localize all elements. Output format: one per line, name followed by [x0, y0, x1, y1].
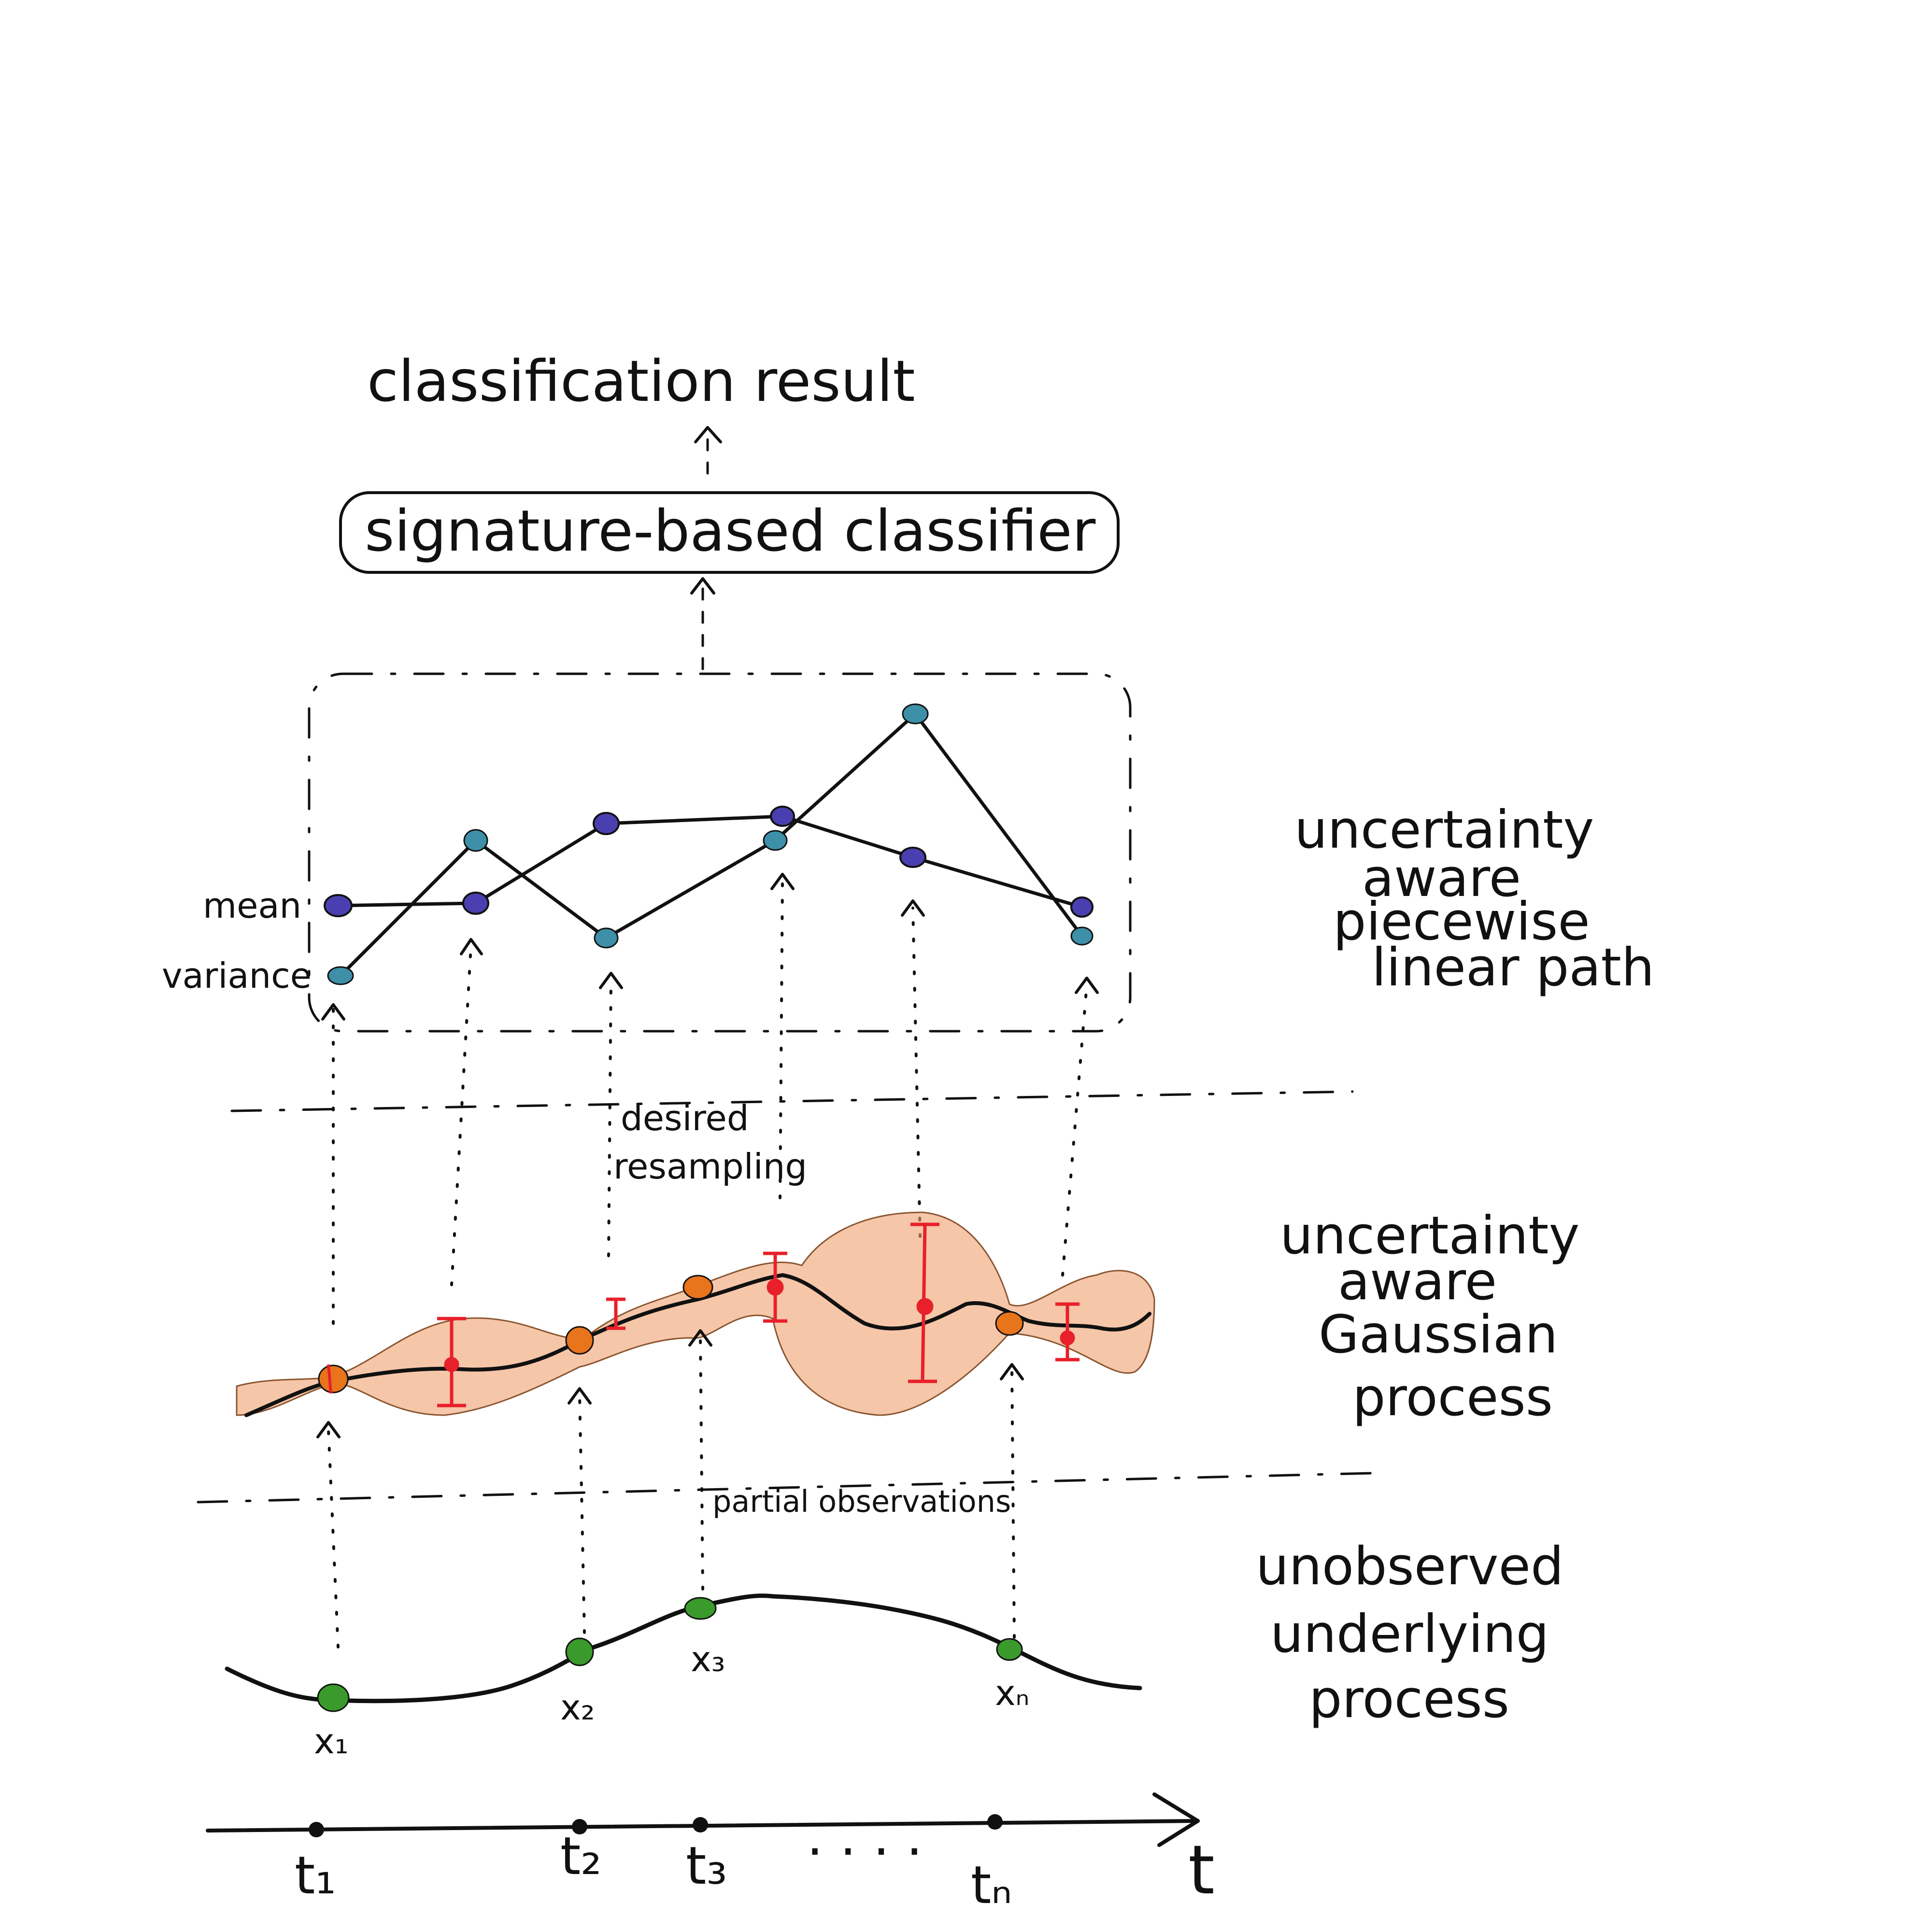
- path-box: [308, 672, 1132, 1033]
- mean-point: [899, 847, 926, 868]
- t2-label: t₂: [560, 1826, 602, 1887]
- observation-arrow-line: [699, 1336, 704, 1591]
- time-ticks: [309, 1814, 1003, 1837]
- gp-observation-point: [318, 1364, 349, 1393]
- mean-points: [324, 806, 1094, 918]
- variance-path-line: [339, 712, 1084, 978]
- error-bar-center: [444, 1357, 459, 1372]
- arrowhead-classifier: [690, 577, 715, 595]
- underlying-point: [317, 1683, 350, 1712]
- variance-point: [763, 830, 788, 851]
- variance-point: [902, 703, 929, 724]
- observation-arrowhead: [688, 1329, 712, 1347]
- resample-arrow-line: [1061, 984, 1088, 1277]
- x3-label: x₃: [691, 1639, 725, 1679]
- resample-arrow-line: [779, 880, 784, 1199]
- gp-error-bars: [437, 1222, 1080, 1407]
- separator-top: [230, 1090, 1354, 1112]
- gp-mean-curve: [244, 1273, 1151, 1417]
- gp-observation-point: [682, 1275, 713, 1300]
- gp-observation-point: [995, 1311, 1024, 1336]
- resampling-label: resampling: [613, 1146, 807, 1187]
- variance-point: [594, 927, 619, 949]
- desired-label: desired: [621, 1098, 749, 1138]
- variance-points: [327, 703, 1094, 985]
- underlying-title-line3: process: [1309, 1669, 1509, 1730]
- resample-arrowhead: [321, 1003, 345, 1021]
- time-tick: [309, 1822, 324, 1837]
- resampling-arrows: [321, 873, 1099, 1325]
- separator-bottom: [197, 1472, 1373, 1504]
- variance-label: variance: [162, 955, 312, 996]
- classifier-label: signature-based classifier: [365, 497, 1096, 564]
- variance-point: [463, 829, 488, 852]
- observation-arrowhead: [568, 1387, 592, 1405]
- t1-label: t₁: [295, 1846, 336, 1906]
- mean-point: [593, 812, 620, 835]
- variance-point: [1070, 926, 1094, 946]
- observation-arrow-line: [1010, 1370, 1016, 1639]
- underlying-point: [565, 1637, 594, 1666]
- underlying-point: [684, 1597, 717, 1620]
- variance-point: [327, 966, 354, 985]
- mean-point: [770, 806, 795, 827]
- underlying-title-line2: underlying: [1270, 1604, 1549, 1664]
- time-tick: [572, 1819, 587, 1834]
- tn-label: tₙ: [971, 1855, 1012, 1916]
- mean-point: [324, 894, 353, 917]
- observation-arrowhead: [1000, 1363, 1024, 1380]
- resample-arrowhead: [460, 938, 483, 955]
- partial-observations-label: partial observations: [712, 1484, 1011, 1519]
- classifier-box: [339, 491, 1120, 574]
- x2-label: x₂: [560, 1687, 595, 1728]
- error-bar-center: [1060, 1330, 1075, 1346]
- gp-title-line4: process: [1352, 1367, 1553, 1428]
- path-title-line3: piecewise: [1333, 892, 1590, 952]
- time-tick: [987, 1814, 1003, 1830]
- xn-label: xₙ: [995, 1673, 1029, 1713]
- resample-arrowhead: [901, 899, 925, 917]
- observation-arrowhead: [316, 1421, 341, 1438]
- gp-title-line3: Gaussian: [1319, 1305, 1558, 1365]
- arrowhead-result: [694, 426, 722, 443]
- path-title-line2: aware: [1362, 848, 1521, 909]
- resample-arrow-line: [911, 907, 922, 1238]
- time-axis-arrowhead: [1152, 1792, 1200, 1847]
- error-bar-center: [767, 1279, 784, 1296]
- gp-observation-point: [565, 1326, 594, 1355]
- gp-obs-error-bar: [327, 1364, 332, 1394]
- classification-result-label: classification result: [367, 348, 915, 414]
- time-tick: [693, 1817, 708, 1833]
- resample-arrow-line: [607, 979, 612, 1257]
- resample-arrowhead: [770, 873, 795, 890]
- observation-arrow-line: [327, 1428, 340, 1648]
- underlying-title-line1: unobserved: [1256, 1536, 1564, 1597]
- observation-arrows: [316, 1329, 1024, 1648]
- error-bar: [606, 1297, 625, 1330]
- mean-path-line: [336, 814, 1084, 909]
- observation-arrow-line: [578, 1394, 586, 1634]
- underlying-observation-points: [317, 1597, 1023, 1712]
- x1-label: x₁: [314, 1721, 348, 1762]
- resample-arrowhead: [599, 972, 623, 989]
- resample-arrowhead: [1075, 977, 1099, 994]
- path-title-line1: uncertainty: [1294, 800, 1594, 860]
- mean-point: [1070, 896, 1094, 918]
- t3-label: t₃: [686, 1836, 727, 1896]
- error-bar-center: [916, 1298, 934, 1315]
- mean-point: [462, 892, 489, 915]
- mean-label: mean: [203, 885, 301, 926]
- underlying-point: [996, 1638, 1023, 1661]
- ellipsis-label: . . . .: [807, 1807, 923, 1867]
- gp-observation-points: [318, 1275, 1024, 1393]
- path-title-line4: linear path: [1372, 938, 1654, 998]
- gp-title-line1: uncertainty: [1280, 1206, 1579, 1266]
- time-axis-label: t: [1188, 1831, 1215, 1910]
- gp-title-line2: aware: [1338, 1251, 1497, 1312]
- resample-arrow-line: [450, 945, 472, 1286]
